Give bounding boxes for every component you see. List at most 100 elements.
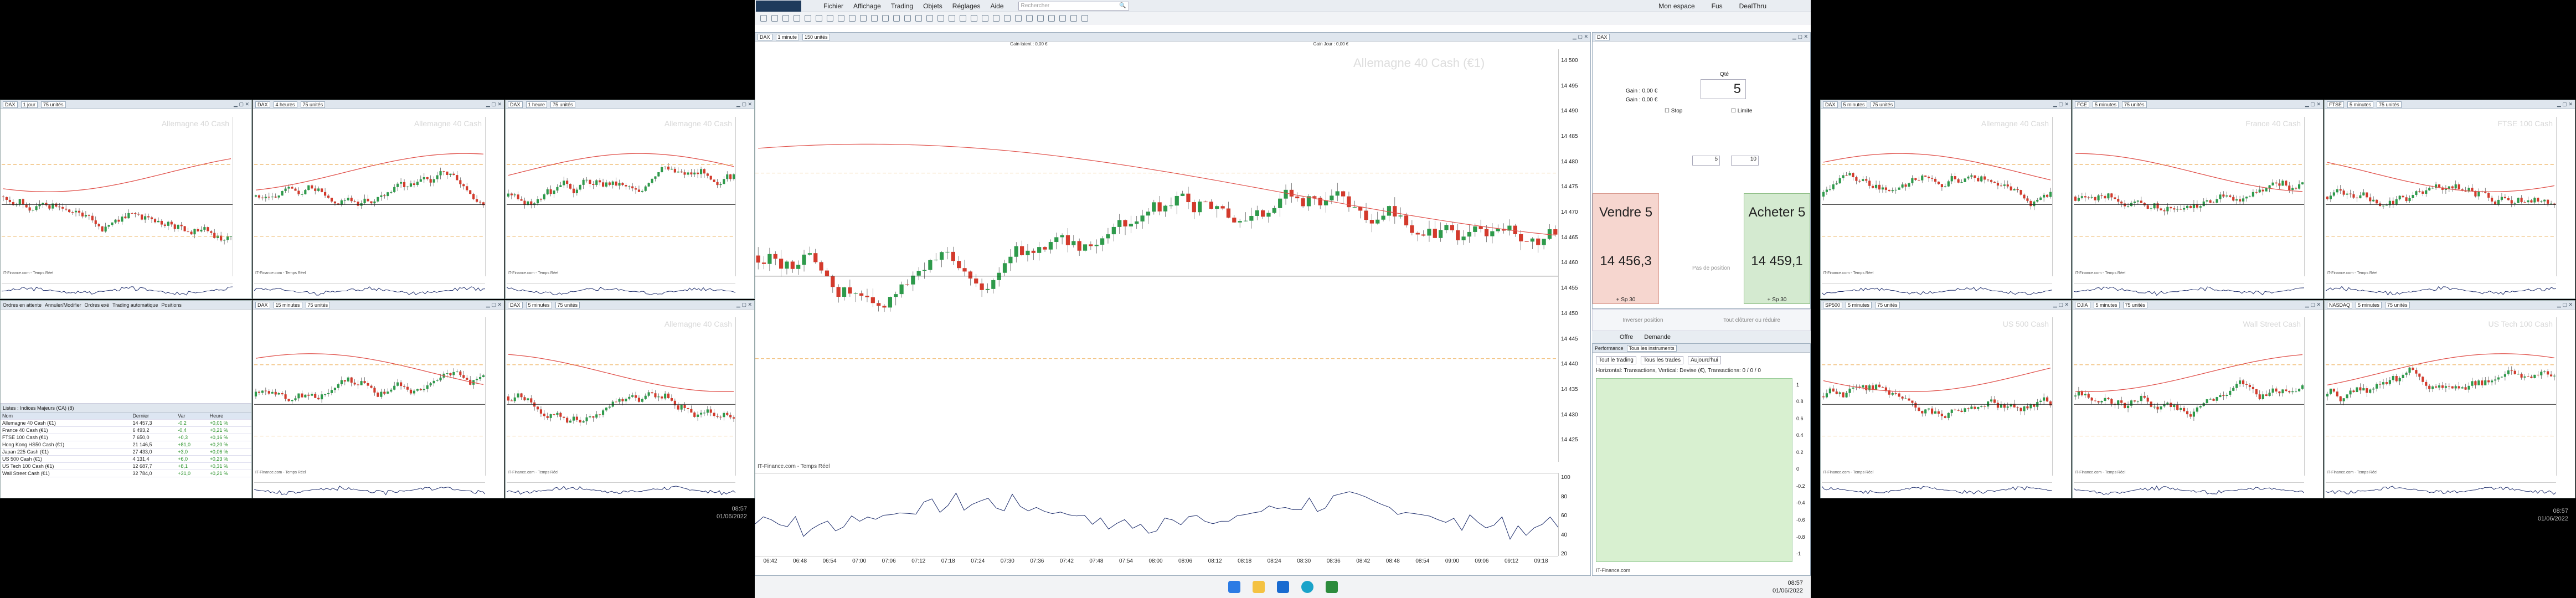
tab-pending-orders[interactable]: Ordres en attente [3,302,42,308]
instrument-select[interactable]: DAX [255,101,270,108]
window-controls[interactable]: ▁ ▢ ✕ [234,101,249,107]
period-select[interactable]: 1 heure [525,101,548,108]
col-var[interactable]: Var [176,413,208,420]
toolbar-tool-icon[interactable] [882,14,889,22]
limit-pts-input[interactable]: 10 [1731,156,1759,166]
order-instrument-select[interactable]: DAX [1595,33,1610,40]
instrument-select[interactable]: DAX [3,101,18,108]
explorer-icon[interactable] [1252,581,1265,593]
tab-executed[interactable]: Ordres exé [84,302,110,308]
units-select[interactable]: 75 unités [2385,301,2410,308]
price-plot[interactable] [1822,317,2052,476]
stop-pts-input[interactable]: 5 [1692,156,1720,166]
filter-today[interactable]: Aujourd'hui [1688,356,1721,364]
units-select[interactable]: 75 unités [2122,101,2147,108]
table-row[interactable]: Wall Street Cash (€1) 32 784,0 +31,0 +0,21 … [1,470,251,477]
instrument-select[interactable]: DAX [508,101,523,108]
left-chart-1[interactable]: DAX 1 jour 75 unités ▁ ▢ ✕ Allemagne 40 Cas… [0,100,252,299]
right-chart-5[interactable]: DJIA 5 minutes 75 unités ▁ ▢ ✕ Wall Street … [2072,300,2323,498]
trading-app-icon[interactable] [1325,581,1338,593]
instrument-select[interactable]: DJIA [2075,301,2090,308]
toolbar-tool-icon[interactable] [871,14,878,22]
instrument-select[interactable]: FTSE [2327,101,2345,108]
toolbar-tool-icon[interactable] [771,14,778,22]
window-controls[interactable]: ▁ ▢ ✕ [736,101,752,107]
instrument-select[interactable]: FCE [2075,101,2089,108]
main-chart-window[interactable]: DAX 1 minute 150 unités ▁ ▢ ✕ Gain laten… [755,32,1591,576]
toolbar-tool-icon[interactable] [782,14,789,22]
window-controls[interactable]: ▁ ▢ ✕ [2557,302,2573,307]
price-plot[interactable] [2,117,233,276]
period-select[interactable]: 1 minute [775,33,800,40]
right-chart-1[interactable]: DAX 5 minutes 75 unités ▁ ▢ ✕ Allemagne 40 … [1820,100,2072,299]
tab-auto-trading[interactable]: Trading automatique [112,302,158,308]
all-instruments-select[interactable]: Tous les instruments [1626,344,1677,352]
limit-checkbox[interactable]: ☐ Limite [1731,108,1753,114]
price-plot[interactable] [2074,117,2304,276]
toolbar-tool-icon[interactable] [971,14,977,22]
table-row[interactable]: Hong Kong HS50 Cash (€1) 21 146,5 +81,0 +0,… [1,441,251,448]
col-last[interactable]: Dernier [131,413,177,420]
window-controls[interactable]: ▁ ▢ ✕ [2557,101,2573,107]
edge-icon[interactable] [1301,581,1313,593]
toolbar-tool-icon[interactable] [893,14,900,22]
window-controls[interactable]: ▁ ▢ ✕ [2305,302,2321,307]
price-plot[interactable] [254,117,485,276]
units-select[interactable]: 75 unités [300,101,326,108]
toolbar-tool-icon[interactable] [982,14,988,22]
toolbar-tool-icon[interactable] [937,14,944,22]
units-select[interactable]: 75 unités [2122,301,2148,308]
toolbar-tool-icon[interactable] [926,14,933,22]
main-price-plot[interactable] [755,49,1558,462]
search-box[interactable]: Rechercher 🔍 [1018,1,1129,11]
table-row[interactable]: US 500 Cash (€1) 4 131,4 +6,0 +0,23 % [1,455,251,463]
table-row[interactable]: France 40 Cash (€1) 6 493,2 -0,4 +0,21 % [1,426,251,434]
toolbar-tool-icon[interactable] [904,14,911,22]
window-controls[interactable]: ▁ ▢ ✕ [2305,101,2321,107]
filter-trading[interactable]: Tout le trading [1596,356,1636,364]
price-plot[interactable] [1822,117,2052,276]
instrument-select[interactable]: DAX [255,301,270,308]
window-controls[interactable]: ▁ ▢ ✕ [736,302,752,307]
menu-item-0[interactable]: Fichier [823,2,844,10]
units-select[interactable]: 75 unités [555,301,580,308]
instrument-select[interactable]: SP500 [1823,301,1843,308]
right-chart-2[interactable]: FCE 5 minutes 75 unités ▁ ▢ ✕ France 40 Cas… [2072,100,2323,299]
tab-offre[interactable]: Offre [1620,334,1634,341]
toolbar-tool-icon[interactable] [1081,14,1088,22]
toolbar-tool-icon[interactable] [838,14,844,22]
stop-checkbox[interactable]: ☐ Stop [1665,108,1683,114]
menu-item-5[interactable]: Aide [990,2,1004,10]
units-select[interactable]: 75 unités [2377,101,2402,108]
buy-button[interactable]: Acheter 5 14 459,1 + Sp 30 [1744,193,1810,304]
col-name[interactable]: Nom [1,413,131,420]
menu-item-3[interactable]: Objets [923,2,942,10]
close-all-button[interactable]: Tout clôturer ou réduire [1723,317,1780,323]
menu-item-4[interactable]: Réglages [952,2,981,10]
period-select[interactable]: 15 minutes [273,301,302,308]
price-plot[interactable] [2326,117,2556,276]
toolbar-tool-icon[interactable] [805,14,811,22]
period-select[interactable]: 5 minutes [1846,301,1872,308]
left-chart-5[interactable]: DAX 5 minutes 75 unités ▁ ▢ ✕ Allemagne 40 … [505,300,755,498]
window-controls[interactable]: ▁ ▢ ✕ [2053,101,2069,107]
window-controls[interactable]: ▁ ▢ ✕ [1792,34,1808,39]
period-select[interactable]: 4 heures [273,101,297,108]
table-row[interactable]: Allemagne 40 Cash (€1) 14 457,3 -0,2 +0,01 … [1,419,251,427]
col-time[interactable]: Heure [208,413,251,420]
period-select[interactable]: 5 minutes [2093,301,2120,308]
fus-link[interactable]: Fus [1711,2,1723,10]
units-select[interactable]: 75 unités [305,301,331,308]
toolbar-tool-icon[interactable] [849,14,856,22]
instrument-select[interactable]: DAX [758,33,772,40]
instrument-select[interactable]: DAX [1823,101,1838,108]
toolbar-tool-icon[interactable] [1037,14,1044,22]
toolbar-tool-icon[interactable] [1026,14,1033,22]
left-chart-2[interactable]: DAX 4 heures 75 unités ▁ ▢ ✕ Allemagne 40 C… [253,100,504,299]
left-chart-4[interactable]: DAX 15 minutes 75 unités ▁ ▢ ✕ IT-Finance.c… [253,300,504,498]
units-select[interactable]: 75 unités [41,101,66,108]
right-chart-3[interactable]: FTSE 5 minutes 75 unités ▁ ▢ ✕ FTSE 100 Cas… [2324,100,2575,299]
table-row[interactable]: US Tech 100 Cash (€1) 12 687,7 +8,1 +0,31 % [1,462,251,470]
mail-icon[interactable] [1276,581,1289,593]
tab-modify[interactable]: Annuler/Modifier [45,302,81,308]
